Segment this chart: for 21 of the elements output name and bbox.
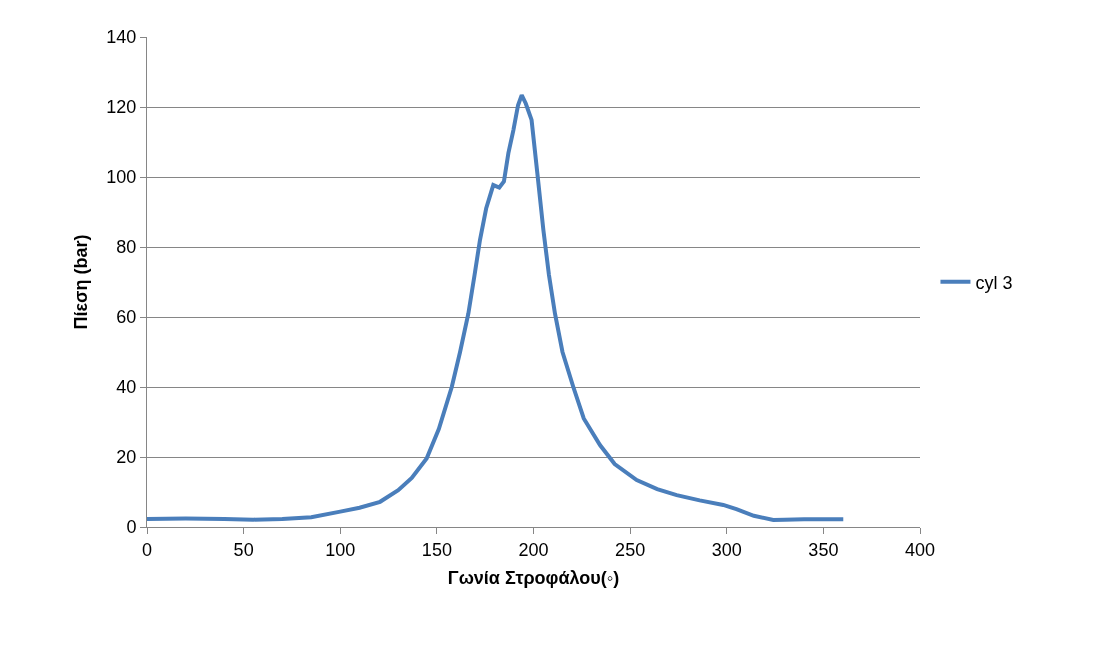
y-tick-label: 20 [116, 447, 137, 468]
y-tick-label: 40 [116, 377, 137, 398]
x-axis-title: Γωνία Στροφάλου(◦) [447, 567, 620, 588]
y-tick-label: 100 [106, 167, 137, 188]
x-tick-label: 400 [904, 539, 936, 560]
x-tick-label: 100 [325, 539, 356, 560]
y-tick-label: 0 [126, 517, 137, 538]
x-tick-label: 350 [808, 539, 839, 560]
y-tick-label: 120 [106, 97, 137, 118]
y-tick-label: 60 [116, 307, 137, 328]
line-series [147, 93, 846, 522]
y-tick-label: 140 [106, 27, 137, 48]
y-tick-label: 80 [116, 237, 137, 258]
x-tick-label: 300 [711, 539, 742, 560]
y-axis-title: Πίεση (bar) [70, 234, 91, 330]
x-tick-label: 250 [615, 539, 646, 560]
x-tick-label: 0 [141, 539, 153, 560]
x-tick-label: 200 [518, 539, 549, 560]
x-tick-label: 50 [233, 539, 254, 560]
x-tick-label: 150 [421, 539, 452, 560]
legend-label: cyl 3 [975, 272, 1013, 293]
